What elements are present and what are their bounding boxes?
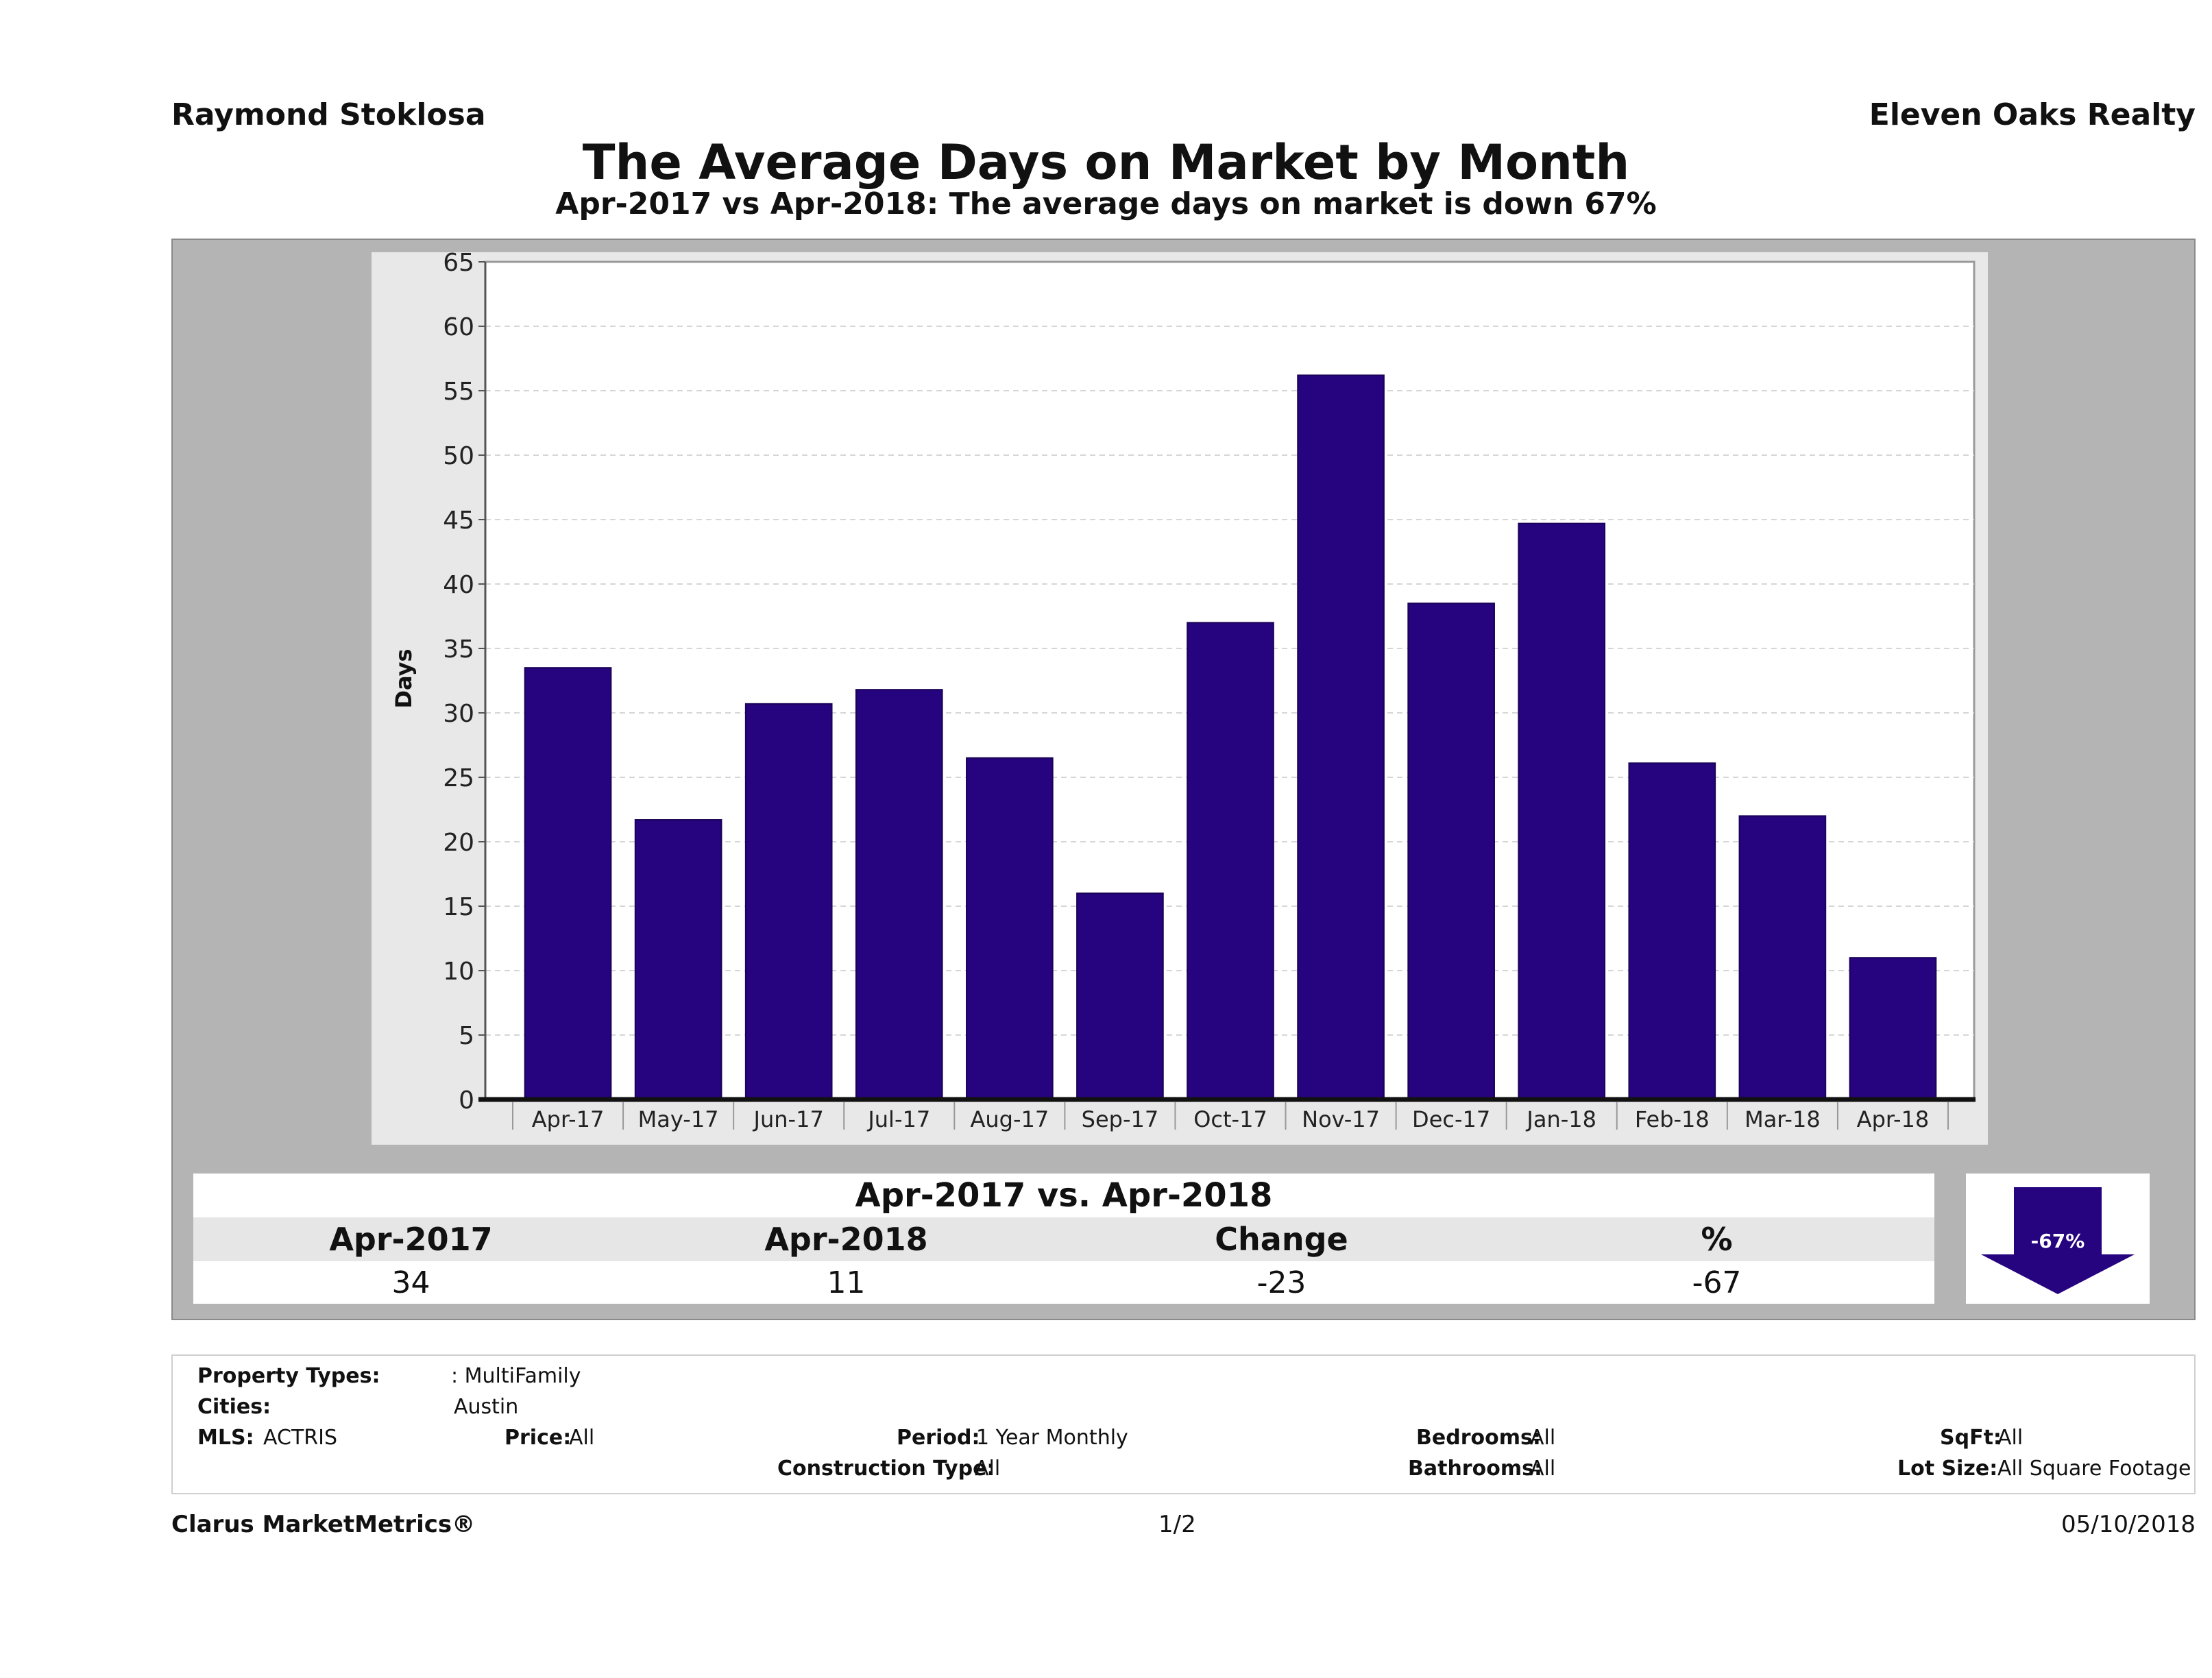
chart-subtitle: Apr-2017 vs Apr-2018: The average days o… — [555, 186, 1657, 221]
agent-name: Raymond Stoklosa — [171, 97, 486, 132]
x-tick-label: Apr-18 — [1857, 1106, 1930, 1132]
chart-title: The Average Days on Market by Month — [582, 134, 1630, 191]
page-number: 1/2 — [1158, 1511, 1196, 1538]
value-apr-2017: 34 — [391, 1265, 430, 1300]
y-tick-label: 5 — [459, 1022, 474, 1050]
x-tick-label: Feb-18 — [1635, 1106, 1710, 1132]
bar-apr-17 — [524, 667, 612, 1100]
property-types-label: Property Types: — [197, 1364, 380, 1388]
y-axis-label: Days — [391, 648, 417, 708]
y-tick-label: 40 — [443, 571, 474, 599]
header-change: Change — [1215, 1221, 1348, 1258]
y-tick-label: 30 — [443, 700, 474, 728]
y-tick-label: 50 — [443, 442, 474, 470]
x-tick-label: Apr-17 — [532, 1106, 605, 1132]
lot-size-value: All Square Footage — [1997, 1457, 2191, 1481]
y-tick-label: 10 — [443, 958, 474, 986]
mls-label: MLS: — [197, 1426, 254, 1450]
header-percent: % — [1701, 1221, 1733, 1258]
x-tick-label: May-17 — [638, 1106, 719, 1132]
x-axis-ticks: Apr-17 May-17 Jun-17 Jul-17 Aug-17 Sep-17 Oct-… — [512, 1102, 1949, 1132]
change-indicator: -67% — [1966, 1174, 2150, 1304]
x-tick-label: Aug-17 — [970, 1106, 1049, 1132]
y-tick-label: 20 — [443, 829, 474, 857]
change-badge: -67% — [2031, 1230, 2085, 1252]
bedrooms-label: Bedrooms: — [1416, 1426, 1541, 1450]
mls-value: ACTRIS — [263, 1426, 338, 1450]
value-change: -23 — [1256, 1265, 1306, 1300]
bar-jul-17 — [855, 689, 943, 1100]
y-tick-label: 15 — [443, 893, 474, 921]
footer-brand: Clarus MarketMetrics® — [171, 1511, 476, 1538]
header-apr-2017: Apr-2017 — [329, 1221, 493, 1258]
x-tick-label: Jun-17 — [753, 1106, 824, 1132]
y-tick-label: 25 — [443, 764, 474, 792]
bar-feb-18 — [1628, 762, 1716, 1100]
period-label: Period: — [897, 1426, 980, 1450]
company-name: Eleven Oaks Realty — [1869, 97, 2196, 132]
bar-aug-17 — [966, 757, 1054, 1100]
price-value: All — [569, 1426, 595, 1450]
bar-jan-18 — [1518, 522, 1606, 1100]
value-percent: -67 — [1692, 1265, 1742, 1300]
bar-apr-18 — [1849, 957, 1937, 1100]
down-arrow-icon — [1981, 1187, 2135, 1294]
filter-summary: Property Types: : MultiFamily Cities: Au… — [171, 1354, 2196, 1494]
y-tick-label: 60 — [443, 313, 474, 341]
price-label: Price: — [505, 1426, 572, 1450]
x-tick-label: Jul-17 — [866, 1106, 930, 1132]
bedrooms-value: All — [1530, 1426, 1556, 1450]
bar-sep-17 — [1076, 892, 1164, 1100]
property-types-value: : MultiFamily — [451, 1364, 581, 1388]
comparison-title: Apr-2017 vs. Apr-2018 — [855, 1176, 1273, 1215]
bathrooms-label: Bathrooms: — [1408, 1457, 1542, 1481]
x-tick-label: Nov-17 — [1302, 1106, 1380, 1132]
y-tick-label: 55 — [443, 378, 474, 406]
cities-value: Austin — [454, 1395, 519, 1419]
y-tick-label: 0 — [459, 1086, 474, 1115]
header-apr-2018: Apr-2018 — [764, 1221, 928, 1258]
lot-size-label: Lot Size: — [1897, 1457, 1998, 1481]
bathrooms-value: All — [1530, 1457, 1556, 1481]
y-tick-label: 45 — [443, 507, 474, 535]
y-tick-label: 65 — [443, 252, 474, 277]
bar-dec-17 — [1407, 603, 1495, 1100]
bar-chart: 0 5 10 15 20 25 30 35 40 45 50 55 60 65 Apr-17 May-17 J… — [391, 252, 1976, 1132]
bar-nov-17 — [1297, 374, 1385, 1101]
x-tick-label: Oct-17 — [1193, 1106, 1267, 1132]
comparison-table: Apr-2017 vs. Apr-2018 Apr-2017 Apr-2018 … — [193, 1174, 1934, 1304]
bar-may-17 — [634, 819, 722, 1100]
bars — [524, 374, 1937, 1101]
bar-jun-17 — [744, 703, 833, 1100]
x-tick-label: Mar-18 — [1745, 1106, 1821, 1132]
x-tick-label: Sep-17 — [1082, 1106, 1159, 1132]
report-date: 05/10/2018 — [2061, 1511, 2196, 1538]
construction-type-label: Construction Type: — [777, 1457, 995, 1481]
sqft-label: SqFt: — [1940, 1426, 2002, 1450]
bar-mar-18 — [1738, 815, 1827, 1101]
x-tick-label: Jan-18 — [1525, 1106, 1596, 1132]
construction-type-value: All — [975, 1457, 1001, 1481]
chart-area: 0 5 10 15 20 25 30 35 40 45 50 55 60 65 Apr-17 May-17 J… — [372, 252, 1988, 1145]
value-apr-2018: 11 — [827, 1265, 866, 1300]
period-value: 1 Year Monthly — [976, 1426, 1128, 1450]
sqft-value: All — [1997, 1426, 2023, 1450]
x-tick-label: Dec-17 — [1412, 1106, 1490, 1132]
bar-oct-17 — [1187, 622, 1274, 1100]
y-axis-ticks: 0 5 10 15 20 25 30 35 40 45 50 55 60 65 — [443, 252, 485, 1115]
cities-label: Cities: — [197, 1395, 271, 1419]
y-tick-label: 35 — [443, 635, 474, 664]
